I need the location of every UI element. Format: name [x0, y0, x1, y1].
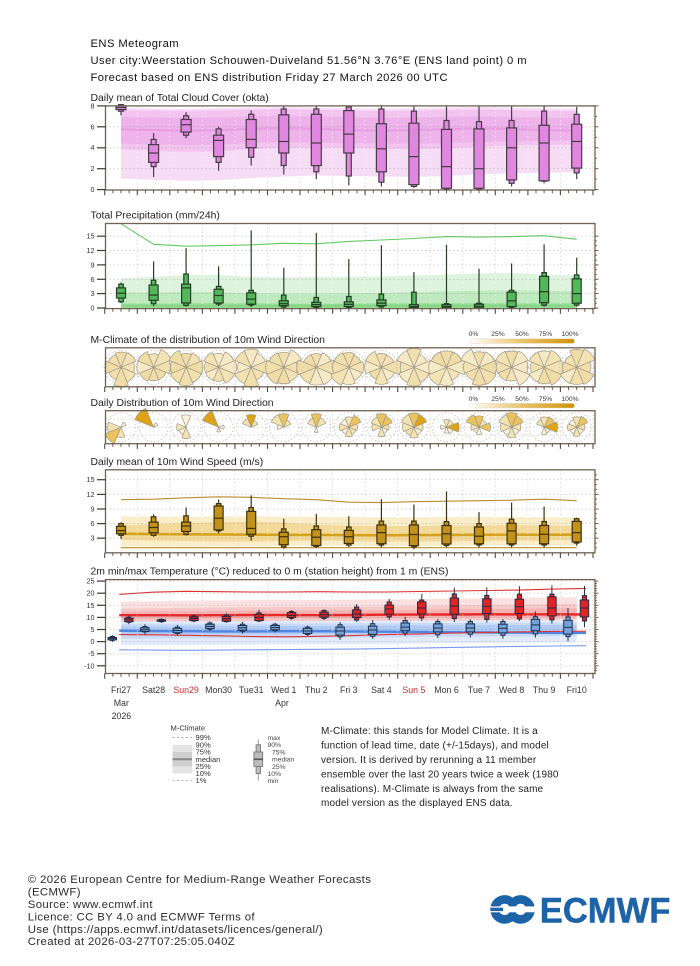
svg-text:9: 9: [91, 260, 95, 269]
svg-text:Daily Distribution of 10m Wind: Daily Distribution of 10m Wind Direction: [91, 398, 274, 409]
svg-text:75%: 75%: [539, 331, 552, 338]
svg-text:Wed 1: Wed 1: [271, 685, 296, 695]
svg-text:Tue 7: Tue 7: [468, 685, 490, 695]
svg-text:3: 3: [91, 289, 95, 298]
svg-text:Sun 5: Sun 5: [402, 685, 425, 695]
svg-text:Sat 4: Sat 4: [371, 685, 392, 695]
svg-text:0: 0: [91, 304, 95, 313]
svg-text:Source: www.ecmwf.int: Source: www.ecmwf.int: [28, 899, 154, 911]
svg-text:0: 0: [91, 637, 95, 646]
svg-text:function of lead time, date (+: function of lead time, date (+/-15days),…: [321, 741, 549, 752]
svg-text:4: 4: [91, 143, 95, 152]
svg-text:5: 5: [91, 625, 95, 634]
svg-text:10%: 10%: [196, 769, 211, 778]
svg-text:max: max: [268, 735, 281, 742]
svg-text:Thu 9: Thu 9: [533, 685, 556, 695]
svg-text:0: 0: [91, 185, 95, 194]
svg-text:Sun29: Sun29: [173, 685, 199, 695]
svg-text:-5: -5: [88, 649, 94, 658]
svg-text:75%: 75%: [196, 748, 211, 757]
svg-text:25%: 25%: [491, 331, 504, 338]
svg-text:Thu 2: Thu 2: [305, 685, 328, 695]
svg-text:15: 15: [87, 601, 95, 610]
svg-text:Total Precipitation (mm/24h): Total Precipitation (mm/24h): [91, 211, 220, 222]
svg-text:50%: 50%: [515, 331, 528, 338]
svg-text:min: min: [268, 778, 279, 785]
svg-text:Use (https://apps.ecmwf.int/da: Use (https://apps.ecmwf.int/datasets/lic…: [28, 924, 323, 936]
svg-text:M-Climate: M-Climate: [171, 724, 206, 733]
svg-text:90%: 90%: [196, 740, 211, 749]
svg-text:model version as the displayed: model version as the displayed ENS data.: [321, 798, 513, 809]
svg-text:(ECMWF): (ECMWF): [28, 887, 81, 899]
svg-text:75%: 75%: [539, 396, 552, 403]
svg-text:2026: 2026: [112, 711, 132, 721]
svg-text:© 2026 European Centre for Med: © 2026 European Centre for Medium-Range …: [28, 874, 371, 886]
svg-text:Fri 3: Fri 3: [340, 685, 358, 695]
svg-text:25%: 25%: [272, 764, 286, 771]
svg-text:Apr: Apr: [275, 698, 289, 708]
svg-text:Wed 8: Wed 8: [499, 685, 524, 695]
svg-text:ECMWF: ECMWF: [540, 892, 671, 931]
svg-text:median: median: [272, 757, 295, 764]
svg-text:1%: 1%: [196, 776, 207, 785]
svg-text:median: median: [196, 755, 221, 764]
svg-text:99%: 99%: [196, 733, 211, 742]
svg-text:75%: 75%: [272, 749, 286, 756]
svg-text:2m min/max Temperature (°C) re: 2m min/max Temperature (°C) reduced to 0…: [91, 567, 449, 578]
svg-text:12: 12: [87, 246, 95, 255]
svg-text:Fri10: Fri10: [567, 685, 587, 695]
svg-text:Mar: Mar: [114, 698, 129, 708]
svg-text:User city:Weerstation Schouwen: User city:Weerstation Schouwen-Duiveland…: [91, 55, 528, 67]
svg-text:0%: 0%: [469, 331, 479, 338]
svg-text:-10: -10: [84, 661, 94, 670]
svg-text:Forecast based on ENS distribu: Forecast based on ENS distribution Frida…: [91, 72, 448, 84]
svg-text:realisations). M-Climate is al: realisations). M-Climate is always from …: [321, 784, 544, 795]
svg-text:6: 6: [91, 122, 95, 131]
svg-text:Mon30: Mon30: [205, 685, 232, 695]
svg-text:20: 20: [87, 589, 95, 598]
svg-text:25: 25: [87, 577, 95, 586]
svg-text:Mon 6: Mon 6: [434, 685, 459, 695]
svg-text:Sat28: Sat28: [142, 685, 165, 695]
svg-text:0%: 0%: [469, 396, 479, 403]
svg-text:8: 8: [91, 101, 95, 110]
svg-text:Tue31: Tue31: [239, 685, 264, 695]
svg-text:Created at 2026-03-27T07:25:05: Created at 2026-03-27T07:25:05.040Z: [28, 936, 235, 948]
svg-text:3: 3: [91, 534, 95, 543]
svg-text:90%: 90%: [268, 742, 282, 749]
svg-text:Licence: CC BY 4.0 and ECMWF T: Licence: CC BY 4.0 and ECMWF Terms of: [28, 911, 256, 923]
svg-text:100%: 100%: [561, 331, 578, 338]
svg-text:50%: 50%: [515, 396, 528, 403]
svg-text:version. It is derived by reru: version. It is derived by rerunning a 11…: [321, 755, 537, 766]
svg-text:10%: 10%: [268, 771, 282, 778]
svg-text:10: 10: [87, 613, 95, 622]
svg-text:6: 6: [91, 275, 95, 284]
svg-text:M-Climate of the distribution: M-Climate of the distribution of 10m Win…: [91, 335, 326, 346]
svg-text:Daily mean of Total Cloud Cove: Daily mean of Total Cloud Cover (okta): [91, 93, 269, 104]
svg-text:6: 6: [91, 519, 95, 528]
svg-text:ensemble over the last 20 year: ensemble over the last 20 years twice a …: [321, 769, 559, 780]
svg-text:25%: 25%: [196, 762, 211, 771]
svg-text:Fri27: Fri27: [111, 685, 131, 695]
svg-text:2: 2: [91, 164, 95, 173]
svg-text:100%: 100%: [561, 396, 578, 403]
svg-text:9: 9: [91, 505, 95, 514]
svg-text:Daily mean of 10m Wind Speed (: Daily mean of 10m Wind Speed (m/s): [91, 457, 264, 468]
svg-text:12: 12: [87, 490, 95, 499]
svg-text:15: 15: [87, 475, 95, 484]
svg-text:M-Climate: this stands for Mod: M-Climate: this stands for Model Climate…: [321, 726, 538, 737]
svg-text:ENS Meteogram: ENS Meteogram: [91, 38, 180, 50]
svg-text:25%: 25%: [491, 396, 504, 403]
svg-text:15: 15: [87, 232, 95, 241]
